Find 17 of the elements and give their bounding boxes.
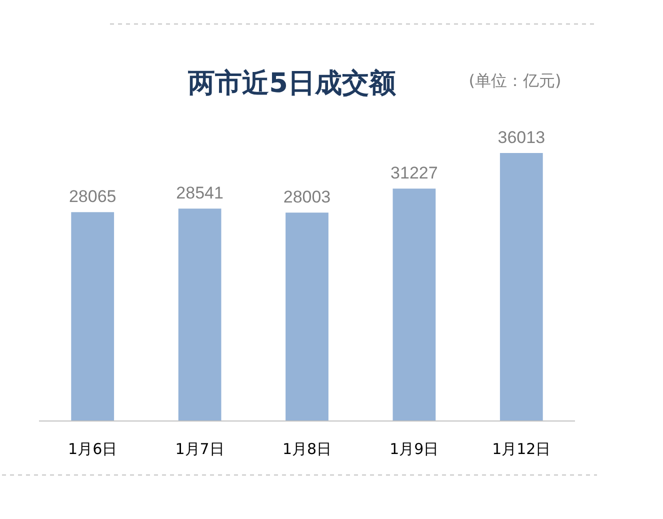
bar xyxy=(392,188,436,421)
chart-subtitle: (单位：亿元) xyxy=(468,71,562,90)
data-label: 31227 xyxy=(390,164,438,183)
data-label: 28541 xyxy=(176,184,224,203)
x-tick-label: 1月12日 xyxy=(492,440,551,458)
data-label: 36013 xyxy=(498,128,546,147)
chart-title: 两市近5日成交额 xyxy=(187,68,397,99)
x-tick-label: 1月7日 xyxy=(175,440,224,458)
bar xyxy=(71,212,114,421)
data-label: 28065 xyxy=(68,187,116,206)
bar xyxy=(178,208,222,421)
data-label: 28003 xyxy=(283,188,331,207)
x-tick-label: 1月8日 xyxy=(282,440,332,458)
x-tick-label: 1月6日 xyxy=(68,440,118,458)
bar xyxy=(286,212,328,421)
bar xyxy=(500,153,543,421)
x-tick-label: 1月9日 xyxy=(390,440,439,458)
